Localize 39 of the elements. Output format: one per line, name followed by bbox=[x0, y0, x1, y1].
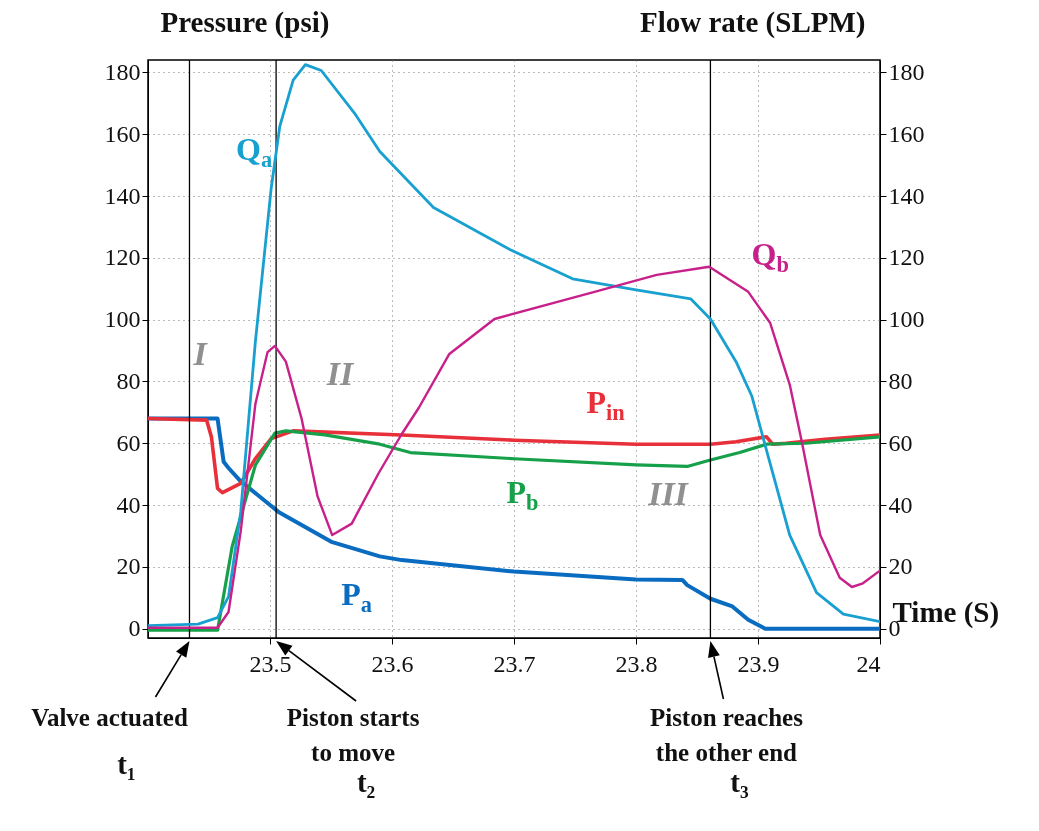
y2-tick-label: 80 bbox=[888, 367, 913, 394]
text: Piston starts to move t₂ bbox=[286, 704, 420, 798]
series-label: P$_{b}$ bbox=[506, 473, 539, 515]
y2-tick-label: 40 bbox=[888, 491, 913, 518]
annotation: II bbox=[325, 355, 355, 392]
y-axis-title: Pressure (psi) bbox=[160, 5, 330, 39]
y2-axis-title: Flow rate (SLPM) bbox=[640, 5, 866, 39]
y-tick-label: 60 bbox=[116, 429, 141, 456]
y2-tick-label: 180 bbox=[888, 58, 925, 85]
y2-tick-label: 100 bbox=[888, 306, 925, 333]
y-tick-label: 140 bbox=[104, 182, 141, 209]
y-tick-label: 120 bbox=[104, 244, 141, 271]
y2-tick-label: 160 bbox=[888, 120, 925, 147]
line-series bbox=[148, 63, 880, 628]
text: Valve actuated t₁ bbox=[31, 704, 188, 780]
x-tick-label: 23.7 bbox=[493, 650, 536, 677]
text: Piston reaches the other end t₃ bbox=[649, 704, 804, 798]
x-tick-label: 23.8 bbox=[615, 650, 658, 677]
annotation: I bbox=[192, 335, 209, 372]
annotation: III bbox=[647, 475, 690, 512]
series-label: Q$_{a}$ bbox=[236, 130, 273, 172]
x-tick-label: 23.5 bbox=[249, 650, 292, 677]
y2-tick-label: 140 bbox=[888, 182, 925, 209]
y2-tick-label: 20 bbox=[888, 553, 913, 580]
x-tick-label: 24 bbox=[856, 650, 881, 677]
y2-tick-label: 60 bbox=[888, 429, 913, 456]
series-label: Q$_{b}$ bbox=[751, 235, 789, 277]
y-tick-label: 180 bbox=[104, 58, 141, 85]
x-tick-label: 23.6 bbox=[371, 650, 414, 677]
x-tick-label: 23.9 bbox=[737, 650, 780, 677]
series-label: P$_{in}$ bbox=[586, 384, 626, 425]
y-tick-label: 100 bbox=[104, 306, 141, 333]
series-label: P$_{a}$ bbox=[341, 575, 372, 617]
y2-tick-label: 120 bbox=[888, 244, 925, 271]
y-tick-label: 40 bbox=[116, 491, 141, 518]
y-tick-label: 80 bbox=[116, 367, 141, 394]
y-tick-label: 160 bbox=[104, 120, 141, 147]
y-tick-label: 20 bbox=[116, 553, 141, 580]
y-tick-label: 0 bbox=[128, 615, 141, 642]
